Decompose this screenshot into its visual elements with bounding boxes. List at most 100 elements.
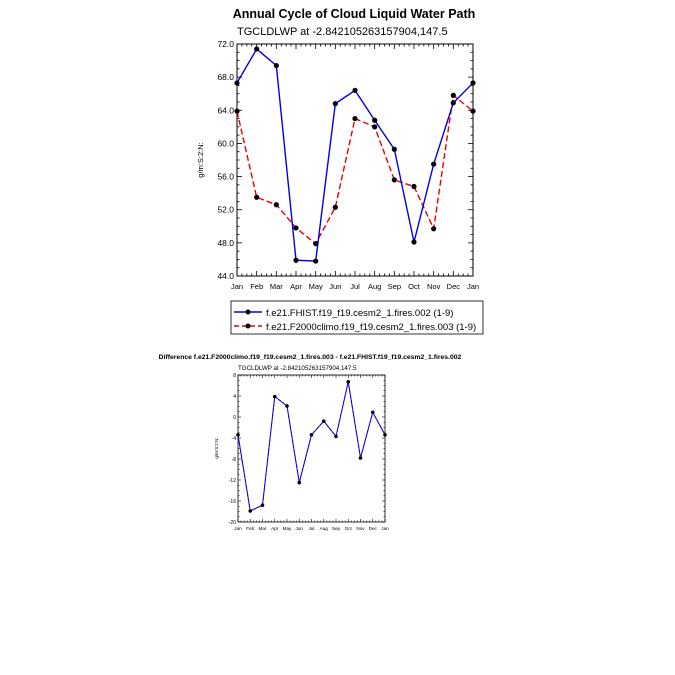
y-tick-label: 64.0 — [217, 105, 234, 115]
y-tick-label: -4 — [232, 436, 237, 442]
legend-entry-f2000climo: f.e21.F2000climo.f19_f19.cesm2_1.fires.0… — [234, 322, 476, 333]
x-tick-label: May — [309, 282, 323, 291]
data-point-jun — [332, 204, 338, 210]
y-tick-label: 0 — [233, 415, 236, 421]
data-point-nov — [431, 161, 437, 167]
y-tick-label: -20 — [229, 520, 236, 526]
data-point-jan — [470, 108, 476, 114]
data-point-apr — [273, 394, 277, 399]
x-tick-label: Feb — [246, 526, 254, 531]
data-point-jan — [383, 433, 387, 437]
bottom-chart-y-axis: -20 -16 -12 -8 -4 0 4 8 — [229, 373, 385, 526]
top-chart-series — [234, 46, 476, 264]
top-chart-x-axis: Jan Feb Mar Apr May Jun Jul Aug Sep Oct Nov Dec Jan — [231, 44, 479, 291]
data-point-may — [313, 241, 319, 247]
bottom-chart-series — [236, 380, 387, 513]
series-line-blue-solid — [237, 381, 386, 512]
data-point-aug — [372, 117, 378, 123]
x-tick-label: Jan — [231, 282, 243, 291]
data-point-dec — [450, 92, 456, 98]
data-point-jan — [236, 433, 240, 437]
y-tick-label: -12 — [229, 478, 236, 484]
y-tick-label: 68.0 — [217, 72, 234, 82]
x-tick-label: Jan — [381, 526, 389, 531]
data-point-may — [313, 258, 319, 264]
data-point-oct — [411, 183, 417, 190]
top-chart-subtitle: TGCLDLWP at -2.842105263157904,147.5 — [237, 26, 448, 38]
x-tick-label: Nov — [356, 526, 365, 531]
data-point-aug — [372, 124, 378, 130]
x-tick-label: Sep — [332, 526, 341, 531]
y-tick-label: 72.0 — [217, 39, 234, 49]
x-tick-label: Apr — [271, 526, 279, 531]
top-chart-ylabel: g/m:S:2:N: — [196, 142, 205, 177]
data-point-feb — [248, 509, 252, 513]
bottom-chart-x-axis: Jan Feb Mar Apr May Jun Jul Aug Sep Oct Nov Dec Jan — [234, 375, 389, 531]
data-point-apr — [293, 257, 299, 263]
x-tick-label: Sep — [388, 282, 401, 291]
x-tick-label: Jan — [234, 526, 242, 531]
series-line-blue-solid — [236, 47, 474, 262]
x-tick-label: Dec — [447, 282, 461, 291]
x-tick-label: Jul — [309, 526, 315, 531]
y-tick-label: 4 — [233, 394, 236, 400]
x-tick-label: Nov — [427, 282, 441, 291]
legend-label-fhist: f.e21.FHIST.f19_f19.cesm2_1.fires.002 (1… — [266, 308, 453, 319]
data-point-dec — [371, 410, 375, 414]
x-tick-label: Dec — [369, 526, 378, 531]
data-point-mar — [260, 503, 265, 507]
data-point-oct — [411, 239, 417, 245]
data-point-jun — [297, 480, 301, 485]
x-tick-label: Oct — [408, 282, 421, 291]
series-line-red-dashed — [237, 381, 386, 512]
data-point-jan — [470, 80, 476, 86]
bottom-chart: Difference f.e21.F2000climo.f19_f19.cesm… — [159, 354, 462, 531]
x-tick-label: Mar — [259, 526, 267, 531]
x-tick-label: Jan — [467, 282, 479, 291]
legend-label-f2000climo: f.e21.F2000climo.f19_f19.cesm2_1.fires.0… — [266, 322, 476, 333]
x-tick-label: Apr — [290, 282, 302, 291]
data-point-mar — [273, 202, 279, 208]
x-tick-label: Aug — [320, 526, 329, 531]
data-point-apr — [293, 225, 299, 231]
bottom-chart-subtitle: TGCLDLWP at -2.842105263157904,147.5 — [238, 365, 357, 372]
y-tick-label: 44.0 — [217, 271, 234, 281]
top-chart-title: Annual Cycle of Cloud Liquid Water Path — [233, 7, 476, 21]
data-point-jul — [352, 115, 358, 122]
y-tick-label: -8 — [232, 457, 237, 463]
data-point-sep — [334, 434, 338, 439]
y-tick-label: 8 — [233, 373, 236, 379]
x-tick-label: Feb — [250, 282, 263, 291]
legend-box — [230, 300, 484, 335]
legend-entry-fhist: f.e21.FHIST.f19_f19.cesm2_1.fires.002 (1… — [234, 308, 453, 319]
bottom-chart-ylabel: g/m:S:2:N: — [214, 437, 219, 458]
data-point-aug — [322, 419, 326, 423]
y-tick-label: 48.0 — [217, 238, 234, 248]
top-chart-legend: f.e21.FHIST.f19_f19.cesm2_1.fires.002 (1… — [230, 300, 484, 335]
data-point-may — [285, 404, 289, 408]
data-point-jul — [352, 87, 358, 93]
top-chart-y-axis: 44.0 48.0 52.0 56.0 60.0 64.0 68.0 72.0 — [217, 39, 473, 281]
x-tick-label: Jun — [329, 282, 341, 291]
data-point-jan — [234, 108, 240, 114]
data-point-jun — [332, 101, 338, 107]
y-tick-label: -16 — [229, 499, 236, 505]
data-point-nov — [358, 456, 363, 460]
data-point-mar — [273, 62, 279, 69]
data-point-feb — [254, 194, 260, 200]
top-chart: Annual Cycle of Cloud Liquid Water Path … — [196, 7, 484, 335]
legend-marker-red — [245, 323, 251, 329]
data-point-sep — [391, 177, 397, 183]
data-point-sep — [391, 146, 397, 152]
x-tick-label: Jul — [350, 282, 360, 291]
x-tick-label: Oct — [345, 526, 353, 531]
data-point-jan — [234, 80, 240, 86]
x-tick-label: Mar — [270, 282, 283, 291]
bottom-chart-title: Difference f.e21.F2000climo.f19_f19.cesm… — [159, 354, 462, 361]
legend-marker-blue — [245, 309, 251, 315]
y-tick-label: 56.0 — [217, 172, 234, 182]
y-tick-label: 52.0 — [217, 205, 234, 215]
top-chart-frame — [236, 43, 474, 277]
y-tick-label: 60.0 — [217, 138, 234, 148]
